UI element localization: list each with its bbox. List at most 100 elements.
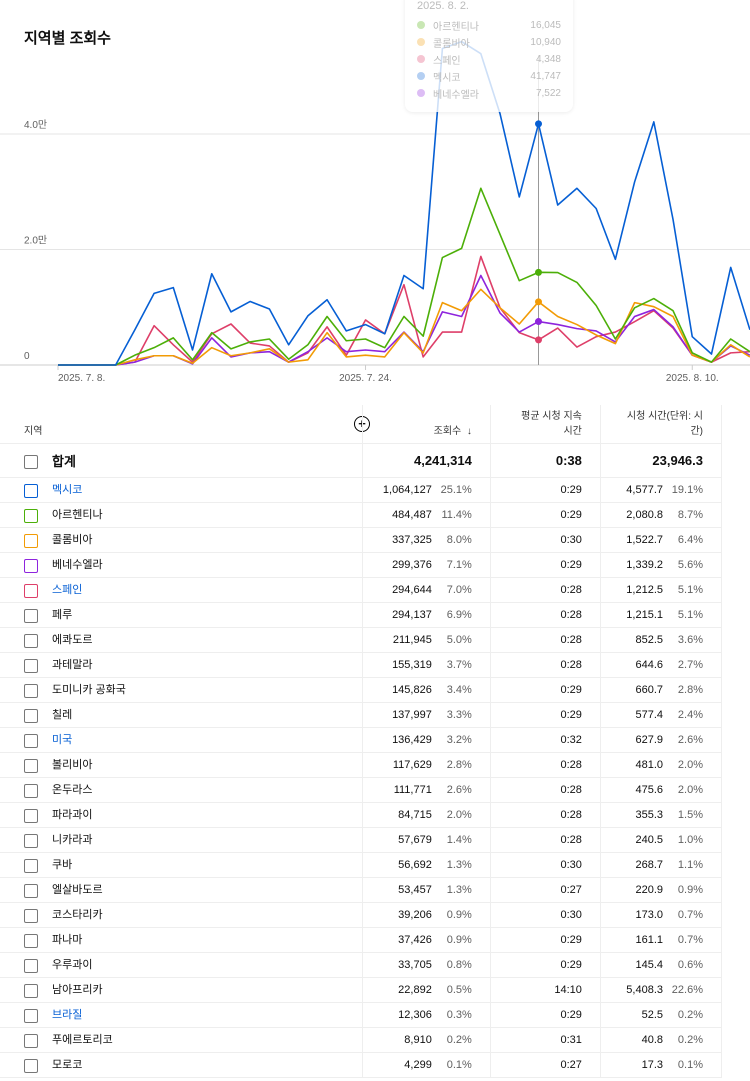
watch-time-percent: 22.6% bbox=[671, 983, 703, 996]
region-name: 페루 bbox=[52, 609, 73, 622]
legend-dot bbox=[417, 55, 425, 63]
region-name: 볼리비아 bbox=[52, 759, 93, 772]
watch-time-percent: 0.2% bbox=[677, 1008, 703, 1021]
row-checkbox[interactable] bbox=[24, 1033, 38, 1048]
table-row: 코스타리카 39,206 0.9% 0:30 173.0 0.7% bbox=[0, 902, 723, 928]
row-checkbox[interactable] bbox=[24, 733, 38, 748]
row-checkbox[interactable] bbox=[24, 933, 38, 948]
row-checkbox[interactable] bbox=[24, 1058, 38, 1073]
series-line-4 bbox=[58, 255, 750, 366]
total-checkbox[interactable] bbox=[24, 455, 38, 470]
watch-time-value: 17.3 bbox=[641, 1058, 663, 1071]
avg-duration-value: 0:28 bbox=[489, 577, 601, 603]
region-name: 푸에르토리코 bbox=[52, 1034, 113, 1047]
y-tick-label: 2.0만 bbox=[24, 235, 47, 247]
tooltip-series: 베네수엘라 bbox=[433, 89, 479, 101]
views-value: 294,644 bbox=[392, 583, 432, 596]
row-checkbox[interactable] bbox=[24, 658, 38, 673]
row-checkbox[interactable] bbox=[24, 508, 38, 523]
legend-dot bbox=[417, 89, 425, 97]
table-row: 미국 136,429 3.2% 0:32 627.9 2.6% bbox=[0, 727, 723, 753]
watch-time-percent: 1.0% bbox=[677, 833, 703, 846]
region-name: 베네수엘라 bbox=[52, 559, 103, 572]
region-name: 도미니카 공화국 bbox=[52, 684, 126, 697]
row-checkbox[interactable] bbox=[24, 858, 38, 873]
tooltip-value: 4,348 bbox=[535, 53, 561, 65]
region-name: 쿠바 bbox=[52, 859, 73, 872]
views-percent: 0.5% bbox=[446, 983, 472, 996]
avg-duration-value: 0:29 bbox=[489, 677, 601, 703]
row-checkbox[interactable] bbox=[24, 758, 38, 773]
header-watch-time[interactable]: 시청 시간(단위: 시 간) bbox=[599, 405, 723, 444]
views-percent: 7.0% bbox=[446, 583, 472, 596]
region-name: 칠레 bbox=[52, 709, 73, 722]
region-name[interactable]: 멕시코 bbox=[52, 484, 83, 497]
table-row: 과테말라 155,319 3.7% 0:28 644.6 2.7% bbox=[0, 652, 723, 678]
views-value: 155,319 bbox=[392, 658, 432, 671]
avg-duration-value: 0:32 bbox=[489, 727, 601, 753]
legend-dot bbox=[417, 38, 425, 46]
avg-duration-value: 0:29 bbox=[489, 927, 601, 953]
tooltip-value: 10,940 bbox=[530, 36, 561, 48]
views-value: 12,306 bbox=[398, 1008, 432, 1021]
region-name: 코스타리카 bbox=[52, 909, 103, 922]
tooltip-row: 아르헨티나 16,045 bbox=[417, 17, 561, 33]
region-name: 파나마 bbox=[52, 934, 83, 947]
row-checkbox[interactable] bbox=[24, 608, 38, 623]
watch-time-percent: 0.9% bbox=[677, 883, 703, 896]
table-row: 볼리비아 117,629 2.8% 0:28 481.0 2.0% bbox=[0, 752, 723, 778]
tooltip-row: 베네수엘라 7,522 bbox=[417, 85, 561, 101]
views-value: 137,997 bbox=[392, 708, 432, 721]
row-checkbox[interactable] bbox=[24, 883, 38, 898]
views-percent: 8.0% bbox=[446, 533, 472, 546]
region-name: 남아프리카 bbox=[52, 984, 103, 997]
views-value: 299,376 bbox=[392, 558, 432, 571]
region-name[interactable]: 브라질 bbox=[52, 1009, 83, 1022]
header-avg-duration[interactable]: 평균 시청 지속 시간 bbox=[489, 405, 601, 444]
row-checkbox[interactable] bbox=[24, 983, 38, 998]
row-checkbox[interactable] bbox=[24, 683, 38, 698]
views-percent: 2.6% bbox=[446, 783, 472, 796]
watch-time-percent: 5.1% bbox=[677, 608, 703, 621]
tooltip-row: 멕시코 41,747 bbox=[417, 68, 561, 84]
region-name: 과테말라 bbox=[52, 659, 93, 672]
region-name[interactable]: 미국 bbox=[52, 734, 73, 747]
avg-duration-value: 0:31 bbox=[489, 1027, 601, 1053]
header-label: 평균 시청 지속 bbox=[521, 410, 582, 422]
watch-time-value: 627.9 bbox=[635, 733, 663, 746]
region-table: 지역 조회수 ↓ 평균 시청 지속 시간 시청 시간(단위: 시 간) 합계 4,2… bbox=[0, 405, 723, 1078]
row-checkbox[interactable] bbox=[24, 908, 38, 923]
watch-time-percent: 0.7% bbox=[677, 933, 703, 946]
row-checkbox[interactable] bbox=[24, 483, 38, 498]
views-percent: 1.3% bbox=[446, 883, 472, 896]
views-value: 33,705 bbox=[398, 958, 432, 971]
row-checkbox[interactable] bbox=[24, 783, 38, 798]
row-checkbox[interactable] bbox=[24, 1008, 38, 1023]
region-name: 우루과이 bbox=[52, 959, 93, 972]
row-checkbox[interactable] bbox=[24, 633, 38, 648]
views-value: 57,679 bbox=[398, 833, 432, 846]
watch-time-percent: 5.1% bbox=[677, 583, 703, 596]
views-value: 56,692 bbox=[398, 858, 432, 871]
row-checkbox[interactable] bbox=[24, 708, 38, 723]
views-percent: 5.0% bbox=[446, 633, 472, 646]
watch-time-percent: 6.4% bbox=[677, 533, 703, 546]
row-checkbox[interactable] bbox=[24, 558, 38, 573]
row-checkbox[interactable] bbox=[24, 833, 38, 848]
total-avg-duration: 0:38 bbox=[489, 443, 601, 478]
row-checkbox[interactable] bbox=[24, 583, 38, 598]
total-views: 4,241,314 bbox=[361, 443, 491, 478]
line-chart[interactable]: 0 2.0만 4.0만 2025. 7. 8. 2025. 7. 24. 2025. 8.… bbox=[0, 0, 750, 400]
row-checkbox[interactable] bbox=[24, 533, 38, 548]
region-name[interactable]: 스페인 bbox=[52, 584, 83, 597]
views-percent: 3.7% bbox=[446, 658, 472, 671]
row-checkbox[interactable] bbox=[24, 808, 38, 823]
header-views[interactable]: 조회수 ↓ bbox=[361, 405, 491, 444]
row-checkbox[interactable] bbox=[24, 958, 38, 973]
region-name: 아르헨티나 bbox=[52, 509, 103, 522]
watch-time-value: 268.7 bbox=[635, 858, 663, 871]
views-value: 1,064,127 bbox=[382, 483, 432, 496]
views-percent: 3.2% bbox=[446, 733, 472, 746]
watch-time-value: 1,212.5 bbox=[626, 583, 663, 596]
views-value: 337,325 bbox=[392, 533, 432, 546]
